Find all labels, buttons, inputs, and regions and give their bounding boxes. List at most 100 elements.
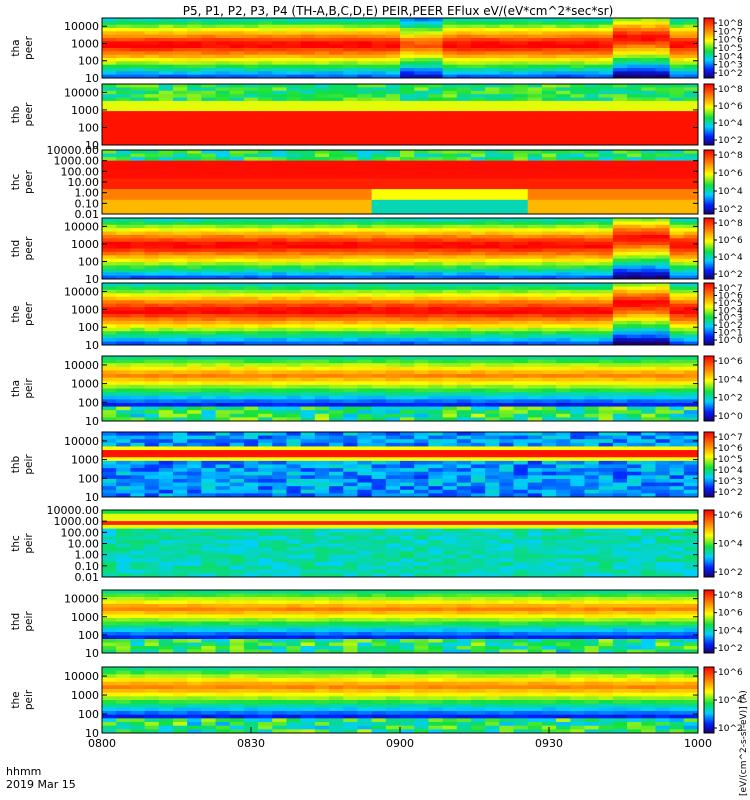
heatmap-cell bbox=[286, 97, 302, 102]
heatmap-cell bbox=[272, 100, 287, 105]
heatmap-cell bbox=[215, 221, 231, 226]
heatmap-cell bbox=[400, 206, 415, 211]
heatmap-cell bbox=[385, 206, 401, 211]
heatmap-cell bbox=[258, 410, 273, 415]
colorbar-tick-label: 10^8 bbox=[718, 151, 743, 161]
heatmap-cell bbox=[300, 262, 316, 266]
heatmap-cell bbox=[527, 171, 543, 176]
heatmap-cell bbox=[300, 417, 316, 422]
heatmap-cell bbox=[414, 338, 429, 342]
heatmap-cell bbox=[556, 303, 571, 308]
heatmap-cell bbox=[527, 265, 543, 270]
heatmap-cell bbox=[627, 97, 642, 102]
heatmap-cell bbox=[385, 31, 401, 36]
heatmap-cell bbox=[158, 228, 174, 232]
heatmap-cell bbox=[243, 228, 259, 232]
heatmap-cell bbox=[258, 84, 273, 88]
heatmap-cell bbox=[371, 124, 387, 129]
heatmap-cell bbox=[556, 18, 571, 22]
heatmap-cell bbox=[343, 131, 358, 136]
heatmap-cell bbox=[300, 18, 316, 22]
heatmap-cell bbox=[400, 392, 415, 397]
heatmap-cell bbox=[300, 453, 316, 458]
heatmap-cell bbox=[669, 283, 685, 287]
heatmap-cell bbox=[371, 402, 387, 407]
heatmap-cell bbox=[144, 107, 160, 112]
heatmap-cell bbox=[400, 210, 415, 215]
heatmap-cell bbox=[456, 167, 472, 172]
heatmap-cell bbox=[428, 300, 443, 305]
heatmap-cell bbox=[556, 406, 571, 411]
heatmap-cell bbox=[400, 406, 415, 411]
heatmap-cell bbox=[456, 150, 472, 154]
heatmap-cell bbox=[102, 334, 117, 339]
heatmap-cell bbox=[598, 359, 614, 364]
heatmap-cell bbox=[470, 293, 486, 298]
heatmap-cell bbox=[172, 314, 188, 318]
heatmap-cell bbox=[314, 54, 330, 59]
heatmap-cell bbox=[229, 34, 245, 39]
heatmap-cell bbox=[470, 100, 486, 105]
heatmap-cell bbox=[683, 366, 699, 371]
heatmap-cell bbox=[130, 377, 145, 382]
heatmap-cell bbox=[456, 90, 472, 95]
heatmap-cell bbox=[357, 178, 373, 183]
heatmap-cell bbox=[343, 370, 358, 375]
heatmap-cell bbox=[641, 300, 656, 305]
heatmap-cell bbox=[357, 248, 373, 253]
heatmap-cell bbox=[102, 442, 117, 447]
heatmap-cell bbox=[158, 68, 174, 72]
heatmap-cell bbox=[456, 331, 472, 336]
heatmap-cell bbox=[343, 114, 358, 119]
heatmap-cell bbox=[513, 324, 529, 329]
heatmap-cell bbox=[258, 128, 273, 132]
heatmap-cell bbox=[343, 258, 358, 263]
heatmap-cell bbox=[300, 111, 316, 115]
heatmap-cell bbox=[612, 289, 628, 294]
heatmap-cell bbox=[400, 61, 415, 66]
heatmap-cell bbox=[158, 18, 174, 22]
heatmap-cell bbox=[116, 117, 131, 122]
heatmap-cell bbox=[598, 90, 614, 95]
heatmap-cell bbox=[669, 94, 685, 98]
heatmap-cell bbox=[598, 164, 614, 169]
heatmap-cell bbox=[513, 87, 529, 92]
heatmap-cell bbox=[144, 384, 160, 389]
heatmap-cell bbox=[414, 157, 429, 162]
heatmap-cell bbox=[371, 231, 387, 236]
heatmap-cell bbox=[485, 435, 500, 440]
colorbar-tick-label: 10^1 bbox=[718, 329, 743, 339]
heatmap-cell bbox=[414, 74, 429, 79]
heatmap-cell bbox=[357, 61, 373, 66]
heatmap-cell bbox=[272, 117, 287, 122]
heatmap-cell bbox=[300, 241, 316, 246]
heatmap-cell bbox=[300, 224, 316, 229]
heatmap-cell bbox=[144, 275, 160, 280]
heatmap-cell bbox=[527, 182, 543, 186]
heatmap-cell bbox=[627, 171, 642, 176]
heatmap-cell bbox=[243, 275, 259, 280]
heatmap-cell bbox=[116, 417, 131, 422]
heatmap-cell bbox=[272, 442, 287, 447]
heatmap-cell bbox=[130, 18, 145, 22]
heatmap-cell bbox=[286, 413, 302, 418]
heatmap-cell bbox=[641, 38, 656, 42]
heatmap-cell bbox=[187, 334, 202, 339]
heatmap-cell bbox=[172, 338, 188, 342]
heatmap-cell bbox=[272, 71, 287, 76]
heatmap-cell bbox=[570, 262, 585, 266]
heatmap-cell bbox=[329, 432, 344, 437]
heatmap-cell bbox=[641, 317, 656, 322]
heatmap-cell bbox=[485, 44, 500, 49]
heatmap-cell bbox=[314, 121, 330, 126]
heatmap-cell bbox=[627, 324, 642, 329]
heatmap-cell bbox=[371, 324, 387, 329]
heatmap-cell bbox=[428, 317, 443, 322]
heatmap-cell bbox=[243, 255, 259, 260]
heatmap-cell bbox=[470, 210, 486, 215]
heatmap-cell bbox=[272, 203, 287, 208]
heatmap-cell bbox=[612, 303, 628, 308]
heatmap-cell bbox=[641, 18, 656, 22]
heatmap-cell bbox=[187, 31, 202, 36]
heatmap-cell bbox=[513, 48, 529, 52]
